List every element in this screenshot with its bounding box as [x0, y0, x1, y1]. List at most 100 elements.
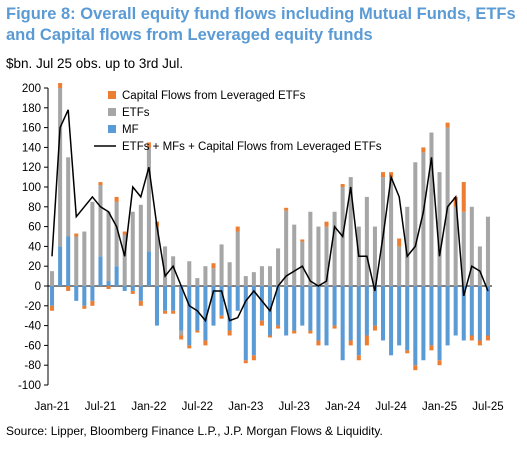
bar-etf: [267, 266, 273, 286]
bar-etf: [308, 211, 313, 286]
bar-leveraged: [429, 345, 434, 351]
bar-mf: [114, 266, 119, 286]
bar-leveraged: [461, 182, 466, 212]
legend-label: ETFs: [122, 107, 150, 119]
bar-mf: [122, 286, 127, 291]
bar-leveraged: [485, 335, 490, 341]
bar-leveraged: [66, 286, 71, 291]
bar-mf: [98, 256, 103, 286]
bar-mf: [106, 281, 111, 286]
bar-mf: [276, 286, 281, 326]
bar-etf: [461, 211, 466, 286]
bar-etf: [372, 226, 377, 286]
series-line-total: [51, 109, 489, 323]
bar-mf: [389, 286, 394, 356]
legend-label: Capital Flows from Leveraged ETFs: [122, 90, 306, 102]
bar-mf: [130, 286, 135, 291]
bar-leveraged: [58, 83, 63, 88]
bar-mf: [437, 286, 442, 361]
bar-mf: [372, 286, 377, 326]
bar-leveraged: [227, 330, 232, 336]
x-tick-label: Jan-23: [228, 401, 263, 413]
bar-leveraged: [405, 350, 410, 354]
bar-mf: [429, 286, 434, 346]
bar-etf: [187, 261, 192, 286]
bar-leveraged: [171, 310, 176, 314]
bar-mf: [163, 286, 168, 311]
bar-mf: [381, 286, 386, 341]
bar-etf: [146, 147, 151, 252]
bar-etf: [469, 206, 474, 286]
bar-etf: [477, 246, 482, 286]
bar-etf: [292, 224, 297, 286]
bar-etf: [397, 246, 402, 286]
bar-etf: [413, 162, 418, 286]
bar-leveraged: [389, 172, 394, 178]
bar-leveraged: [259, 320, 264, 326]
bar-leveraged: [413, 365, 418, 371]
line-layer: [51, 109, 489, 323]
bar-mf: [66, 236, 71, 286]
bar-etf: [332, 211, 337, 286]
bar-leveraged: [324, 221, 329, 227]
bar-etf: [243, 276, 248, 286]
bar-leveraged: [251, 355, 256, 361]
bar-mf: [453, 286, 458, 336]
bar-leveraged: [421, 147, 426, 153]
y-tick-label: 180: [22, 103, 41, 115]
bar-etf: [171, 256, 176, 286]
y-tick-label: 80: [28, 202, 41, 214]
chart-title: Figure 8: Overall equity fund flows incl…: [6, 5, 516, 44]
y-tick-label: 200: [22, 83, 41, 95]
legend-swatch: [108, 91, 116, 99]
bar-leveraged: [372, 325, 377, 331]
bar-etf: [284, 210, 289, 286]
x-tick-label: Jul-25: [472, 401, 503, 413]
bar-etf: [421, 152, 426, 286]
bar-etf: [98, 185, 103, 257]
bar-mf: [138, 286, 143, 301]
bar-mf: [308, 286, 313, 331]
bar-leveraged: [82, 305, 87, 309]
bar-etf: [389, 177, 394, 286]
x-tick-label: Jul-24: [375, 401, 407, 413]
x-tick-label: Jan-24: [325, 401, 361, 413]
bar-etf: [90, 201, 95, 286]
bar-mf: [203, 286, 208, 341]
bar-leveraged: [381, 172, 386, 178]
bar-leveraged: [50, 305, 55, 311]
bar-leveraged: [219, 315, 224, 319]
bar-leveraged: [187, 345, 192, 349]
bar-leveraged: [348, 340, 353, 346]
bar-mf: [316, 286, 321, 341]
bar-mf: [154, 286, 159, 326]
bar-leveraged: [122, 231, 127, 235]
bar-etf: [130, 211, 135, 286]
bar-mf: [469, 286, 474, 336]
bar-mf: [227, 286, 232, 331]
bar-leveraged: [356, 355, 361, 361]
bar-etf: [211, 268, 216, 286]
x-tick-label: Jul-23: [279, 401, 310, 413]
x-tick-label: Jan-22: [131, 401, 166, 413]
bar-mf: [235, 286, 240, 311]
y-tick-label: -20: [24, 301, 41, 313]
bar-leveraged: [308, 330, 313, 334]
legend: Capital Flows from Leveraged ETFs ETFs MF E…: [94, 90, 382, 153]
bar-etf: [453, 206, 458, 286]
bar-etf: [138, 204, 143, 286]
bar-etf: [251, 272, 256, 286]
bar-mf: [171, 286, 176, 311]
bar-leveraged: [300, 239, 305, 242]
bar-leveraged: [243, 360, 248, 364]
bar-etf: [259, 266, 264, 286]
bar-mf: [284, 286, 289, 336]
bar-leveraged: [437, 360, 442, 366]
bar-mf: [251, 286, 256, 356]
legend-label: MF: [122, 124, 139, 136]
bar-mf: [348, 286, 353, 341]
bar-etf: [122, 234, 127, 286]
bar-etf: [348, 177, 353, 286]
bar-leveraged: [179, 335, 184, 340]
y-tick-label: 60: [28, 222, 41, 234]
